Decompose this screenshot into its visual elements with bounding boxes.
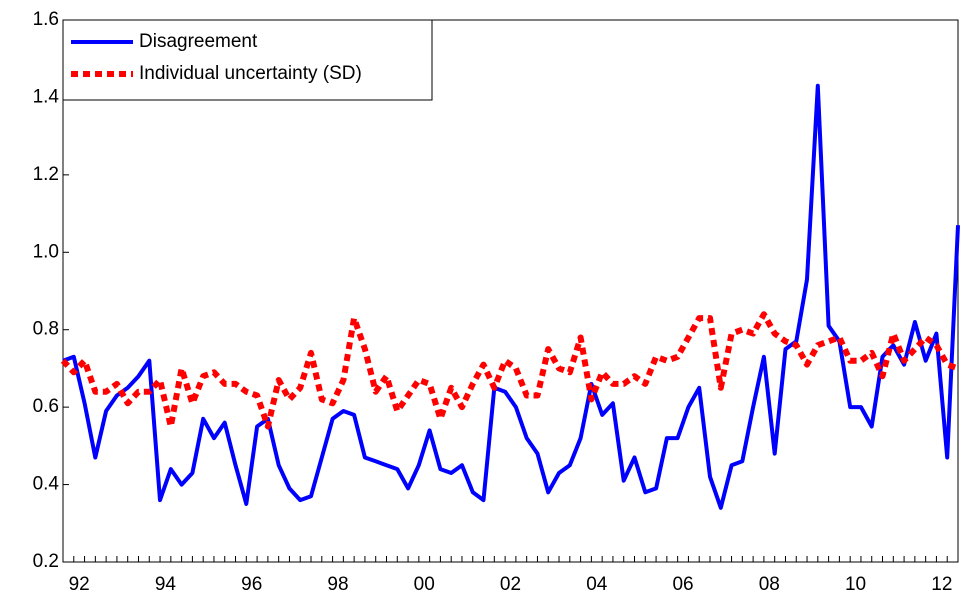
y-tick-label: 1.4 xyxy=(33,86,60,107)
series-line xyxy=(62,83,960,510)
y-tick-label: 0.2 xyxy=(33,551,59,572)
legend-box xyxy=(62,19,433,101)
series-line xyxy=(60,311,959,430)
legend-label: Disagreement xyxy=(139,31,258,52)
y-tick-label: 0.6 xyxy=(33,396,59,417)
y-tick-label: 1.0 xyxy=(33,241,59,262)
x-tick-label: 96 xyxy=(241,574,262,595)
legend-label: Individual uncertainty (SD) xyxy=(139,63,362,84)
x-tick-label: 92 xyxy=(69,574,90,595)
x-tick-label: 08 xyxy=(759,574,780,595)
x-tick-label: 98 xyxy=(327,574,348,595)
y-tick-label: 1.2 xyxy=(33,164,59,185)
y-tick-label: 0.4 xyxy=(33,474,60,495)
x-tick-label: 00 xyxy=(414,574,435,595)
x-tick-label: 10 xyxy=(845,574,866,595)
plot-frame xyxy=(62,19,959,563)
x-tick-label: 94 xyxy=(155,574,177,595)
x-tick-label: 12 xyxy=(931,574,952,595)
y-tick-label: 1.6 xyxy=(33,9,59,30)
y-tick-label: 0.8 xyxy=(33,319,59,340)
x-tick-label: 04 xyxy=(586,574,608,595)
x-tick-label: 02 xyxy=(500,574,521,595)
x-tick-label: 06 xyxy=(672,574,693,595)
